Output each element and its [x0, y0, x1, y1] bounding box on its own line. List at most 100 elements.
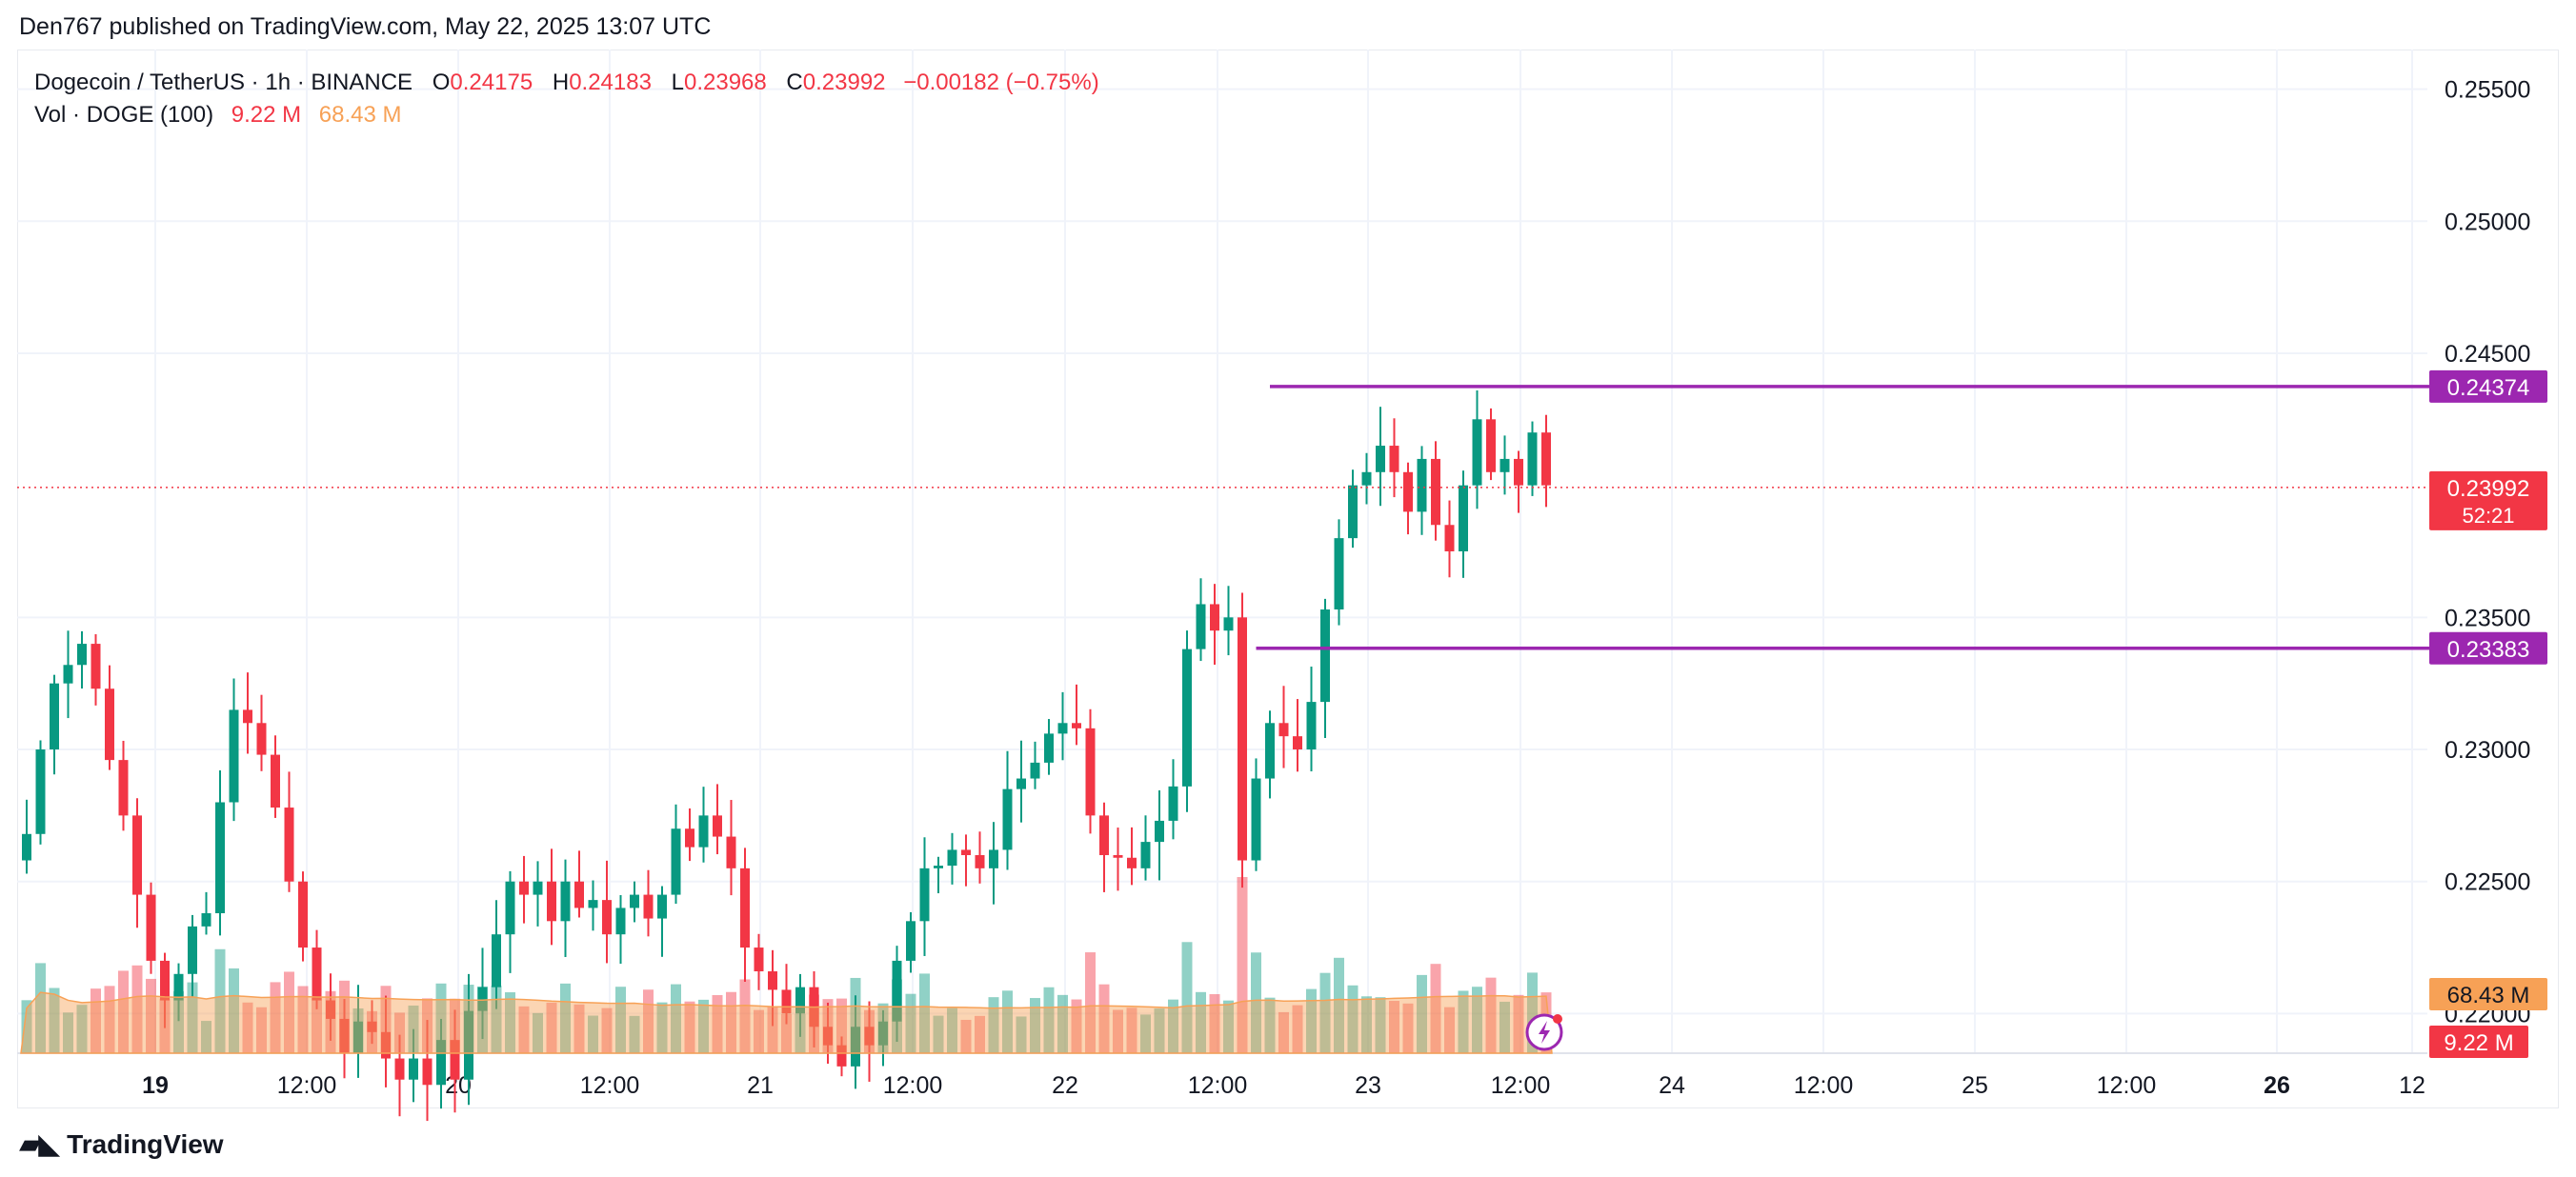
candle-body: [492, 934, 501, 987]
volume-bar: [35, 963, 46, 1053]
x-tick-label: 12:00: [1491, 1072, 1551, 1099]
legend-symbol[interactable]: Dogecoin / TetherUS · 1h · BINANCE: [34, 70, 413, 95]
candle-body: [1514, 458, 1523, 486]
volume-bar: [1168, 999, 1178, 1053]
candle-body: [795, 987, 805, 1014]
publish-caption: Den767 published on TradingView.com, May…: [19, 13, 712, 40]
candle-body: [698, 815, 709, 848]
candle-body: [851, 1027, 860, 1067]
candle-body: [450, 1040, 460, 1080]
candle-body: [1182, 648, 1192, 787]
candle-body: [284, 808, 294, 882]
candle-body: [464, 1010, 473, 1080]
legend-open-label: O: [432, 70, 451, 95]
candle-body: [630, 894, 639, 908]
price-label: 0.23992: [2447, 476, 2530, 502]
x-tick-label: 24: [1659, 1072, 1685, 1099]
candle-body: [1223, 617, 1234, 631]
x-tick-label: 21: [747, 1072, 774, 1099]
candle-body: [602, 900, 612, 935]
tradingview-brand: TradingView: [67, 1128, 224, 1159]
candle-body: [63, 665, 73, 684]
volume-bar: [546, 1002, 557, 1053]
volume-bar: [1002, 990, 1013, 1053]
lightning-icon: [1525, 1013, 1563, 1051]
candle-body: [367, 1021, 377, 1032]
volume-bar: [297, 986, 309, 1053]
x-tick-label: 12:00: [2097, 1072, 2157, 1099]
x-tick-label: 12:00: [277, 1072, 337, 1099]
volume-bar: [533, 1012, 543, 1053]
volume-bar: [905, 993, 916, 1053]
candle-body: [1155, 820, 1164, 843]
volume-bar: [919, 973, 930, 1053]
candle-body: [643, 894, 654, 919]
volume-bar: [1334, 957, 1344, 1053]
candle-body: [1072, 723, 1081, 728]
volume-bar: [698, 999, 709, 1053]
legend-open-value: 0.24175: [450, 70, 533, 95]
y-tick-label: 0.23000: [2445, 737, 2530, 764]
tradingview-logo[interactable]: ▰◣ TradingView: [19, 1127, 224, 1161]
volume-bar: [518, 1006, 530, 1053]
legend-price-row: Dogecoin / TetherUS · 1h · BINANCE O0.24…: [34, 67, 1099, 99]
volume-bar: [1527, 972, 1538, 1053]
candle-body: [173, 973, 184, 1001]
volume-bar: [1485, 977, 1497, 1053]
volume-bar: [491, 986, 502, 1053]
volume-bar: [1417, 974, 1427, 1053]
x-tick-label: 23: [1355, 1072, 1381, 1099]
candle-body: [312, 948, 322, 1001]
tradingview-logo-icon: ▰◣: [19, 1128, 60, 1160]
volume-bar: [656, 1002, 668, 1053]
candle-body: [961, 849, 971, 855]
candle-body: [934, 866, 943, 868]
volume-bar: [1223, 1000, 1234, 1053]
volume-bar: [615, 987, 626, 1053]
candle-body: [906, 921, 916, 961]
candle-body: [574, 881, 584, 908]
candle-body: [533, 881, 543, 895]
candle-body: [1196, 604, 1206, 649]
volume-bar: [1278, 1011, 1289, 1053]
volume-bar: [1306, 988, 1317, 1053]
price-label: 0.24374: [2447, 375, 2530, 401]
volume-bar: [76, 1005, 88, 1053]
candle-body: [1486, 419, 1496, 472]
candle-body: [726, 836, 736, 868]
volume-bar: [187, 982, 198, 1053]
volume-bar: [1209, 993, 1220, 1053]
volume-bar: [960, 1019, 972, 1053]
candle-body: [864, 1027, 875, 1046]
candle-body: [353, 1021, 363, 1053]
volume-bar: [712, 994, 723, 1053]
candle-body: [878, 1021, 888, 1046]
y-tick-label: 0.25500: [2445, 77, 2530, 104]
volume-bar: [988, 997, 999, 1053]
volume-label: 9.22 M: [2444, 1030, 2513, 1056]
y-tick-label: 0.23500: [2445, 605, 2530, 631]
candle-body: [892, 960, 902, 1022]
volume-bar: [1292, 1005, 1303, 1053]
candle-body: [326, 1000, 335, 1019]
volume-bar: [739, 979, 751, 1053]
candle-body: [1389, 446, 1399, 472]
volume-bar: [933, 1015, 944, 1053]
candle-body: [975, 854, 985, 868]
volume-bar: [505, 992, 515, 1053]
volume-bar: [91, 988, 101, 1053]
candle-body: [1251, 778, 1261, 861]
legend-low-label: L: [671, 70, 684, 95]
candle-body: [50, 683, 59, 750]
legend-volume-label[interactable]: Vol · DOGE (100): [34, 102, 214, 128]
candle-body: [422, 1058, 433, 1086]
candle-body: [1361, 471, 1372, 486]
candle-body: [1459, 485, 1468, 551]
countdown-label: 52:21: [2462, 504, 2514, 528]
volume-bar: [1499, 1001, 1510, 1053]
candle-body: [339, 1018, 350, 1053]
candle-body: [919, 868, 930, 922]
volume-label-box: [2429, 1026, 2528, 1058]
candle-body: [477, 987, 488, 1011]
